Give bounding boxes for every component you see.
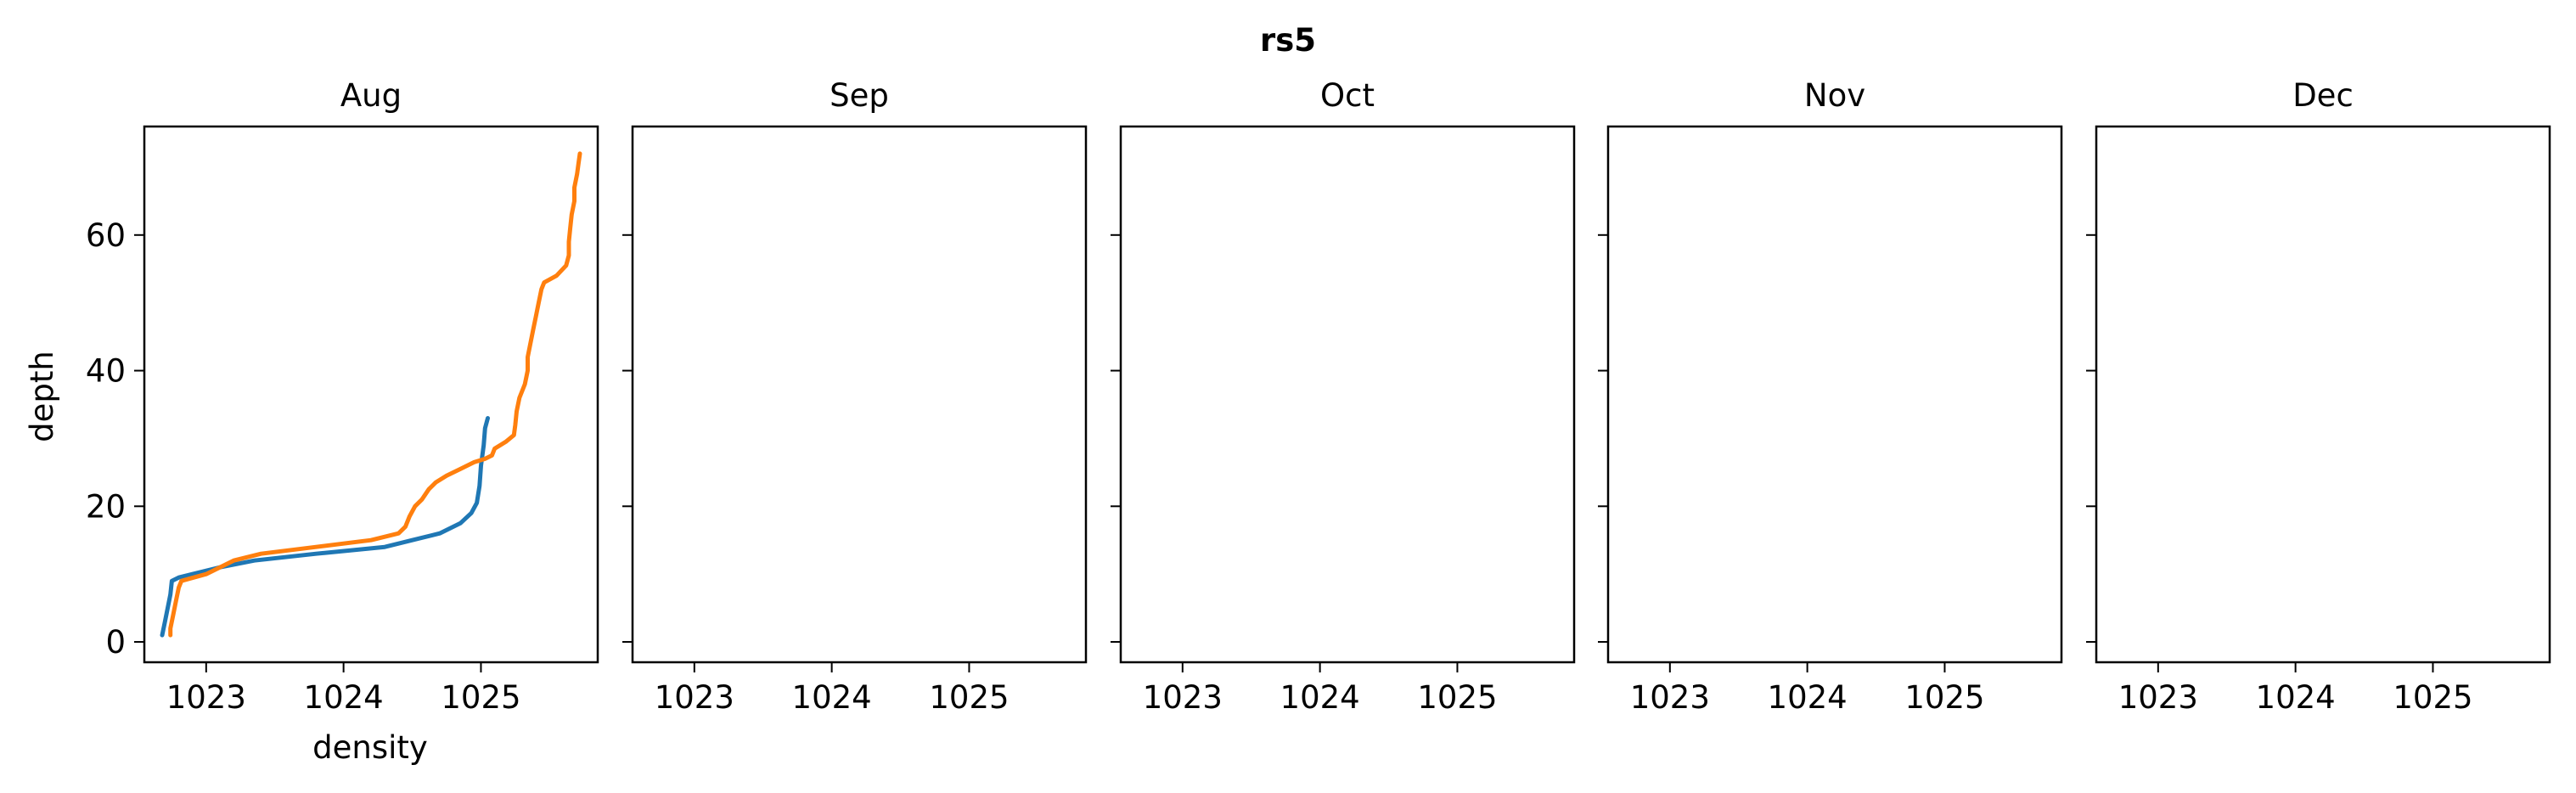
x-tick-label: 1023 — [1143, 679, 1223, 716]
axes-frame — [1606, 125, 2063, 664]
x-tick-label: 1024 — [304, 679, 384, 716]
axes-frame — [143, 125, 599, 664]
subplot-title: Dec — [2292, 77, 2354, 114]
subplot-aug: Aug 1023 1024 1025 0 20 40 60 — [86, 77, 599, 716]
subplot-oct: Oct 1023 1024 1025 — [1111, 77, 1576, 716]
axes-frame — [2095, 125, 2551, 664]
x-tick-label: 1025 — [1904, 679, 1984, 716]
subplot-nov: Nov 1023 1024 1025 — [1598, 77, 2063, 716]
y-tick-label: 20 — [86, 488, 126, 525]
subplot-title: Sep — [830, 77, 889, 114]
axes-frame — [1119, 125, 1576, 664]
x-tick-label: 1024 — [1768, 679, 1848, 716]
x-axis-label: density — [312, 729, 428, 766]
series-line-1 — [160, 416, 490, 638]
x-tick-label: 1024 — [1280, 679, 1360, 716]
x-tick-label: 1023 — [1630, 679, 1710, 716]
x-tick-label: 1025 — [441, 679, 520, 716]
x-tick-label: 1025 — [1417, 679, 1497, 716]
subplot-title: Oct — [1320, 77, 1375, 114]
series-line-2 — [168, 151, 582, 638]
figure-title: rs5 — [1260, 22, 1316, 59]
x-tick-label: 1024 — [2256, 679, 2336, 716]
x-tick-label: 1023 — [166, 679, 246, 716]
subplot-title: Nov — [1804, 77, 1865, 114]
axes-frame — [631, 125, 1088, 664]
y-tick-label: 0 — [105, 624, 126, 661]
x-tick-label: 1024 — [792, 679, 872, 716]
subplot-title: Aug — [340, 77, 402, 114]
y-tick-label: 40 — [86, 353, 126, 390]
subplot-sep: Sep 1023 1024 1025 — [622, 77, 1088, 716]
x-tick-label: 1023 — [655, 679, 734, 716]
x-tick-label: 1023 — [2118, 679, 2198, 716]
y-axis-label: depth — [24, 351, 60, 442]
x-tick-label: 1025 — [929, 679, 1009, 716]
x-tick-label: 1025 — [2393, 679, 2472, 716]
subplot-dec: Dec 1023 1024 1025 — [2086, 77, 2551, 716]
y-tick-label: 60 — [86, 217, 126, 254]
